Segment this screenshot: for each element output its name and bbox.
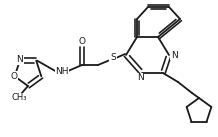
Text: S: S [110,54,116,62]
Text: NH: NH [55,68,69,76]
Text: O: O [78,36,85,45]
Text: N: N [171,51,177,59]
Text: O: O [10,72,17,81]
Text: CH₃: CH₃ [11,93,27,102]
Text: N: N [16,55,23,64]
Text: N: N [137,73,143,82]
